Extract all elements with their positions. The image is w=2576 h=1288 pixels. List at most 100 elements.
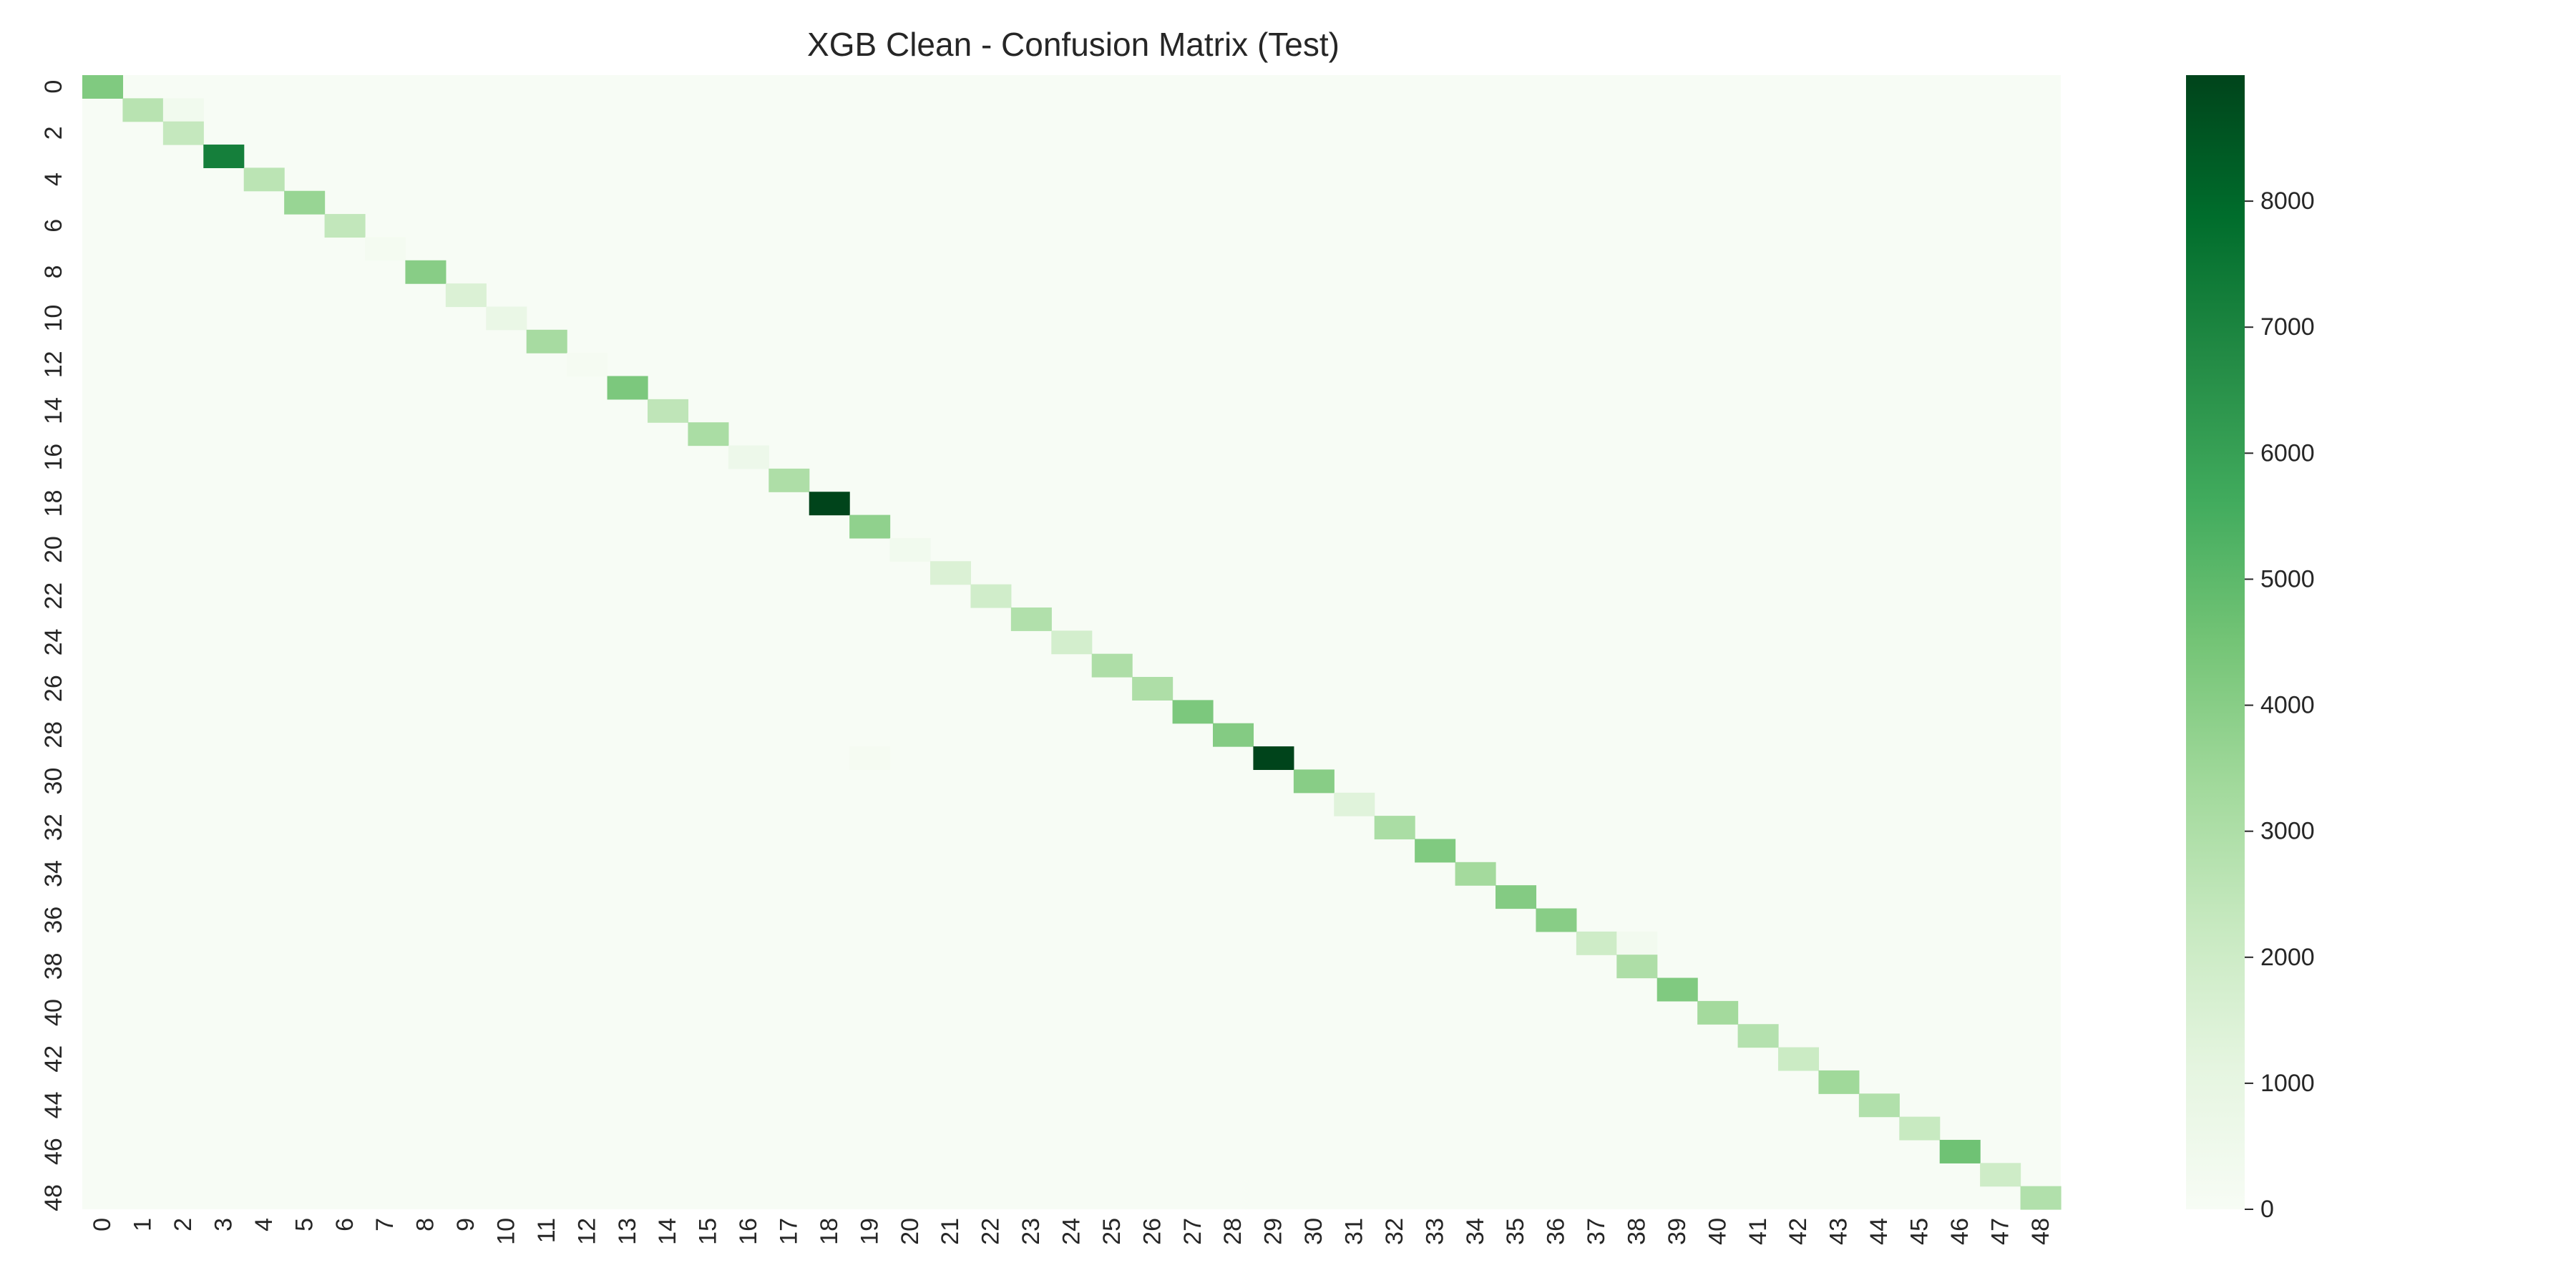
y-tick-label: 2 — [40, 126, 67, 140]
heatmap-cell — [849, 514, 891, 539]
y-tick-label: 6 — [40, 219, 67, 233]
chart-title: XGB Clean - Confusion Matrix (Test) — [807, 26, 1340, 63]
heatmap-cell — [1818, 1070, 1860, 1094]
heatmap-cell — [2020, 1186, 2062, 1210]
y-tick-label: 24 — [40, 629, 67, 656]
heatmap-cell — [1253, 746, 1294, 771]
heatmap-cell — [1697, 1000, 1739, 1025]
heatmap-cell — [1374, 816, 1415, 840]
y-tick-label: 10 — [40, 305, 67, 332]
heatmap-cell — [1172, 700, 1214, 724]
heatmap-cell — [1051, 630, 1093, 655]
heatmap-cell — [1010, 607, 1052, 631]
x-tick-label: 31 — [1341, 1218, 1368, 1245]
y-tick-label: 46 — [40, 1138, 67, 1165]
x-tick-label: 3 — [210, 1218, 238, 1231]
heatmap-cell — [445, 283, 487, 308]
y-tick-label: 48 — [40, 1184, 67, 1211]
colorbar-tick-label: 0 — [2260, 1196, 2274, 1223]
colorbar-tick-label: 3000 — [2260, 818, 2315, 845]
colorbar-tick-label: 2000 — [2260, 944, 2315, 971]
y-tick-label: 4 — [40, 172, 67, 186]
heatmap-cell — [809, 492, 850, 516]
heatmap-cell — [284, 190, 326, 215]
y-tick-label: 34 — [40, 860, 67, 887]
x-tick-label: 16 — [735, 1218, 762, 1245]
x-tick-label: 13 — [614, 1218, 641, 1245]
y-tick-label: 18 — [40, 490, 67, 517]
x-tick-label: 46 — [1946, 1218, 1974, 1245]
x-axis-ticks: 0 1 2 3 4 5 6 7 8 9 10 11 12 13 14 15 16 17 18 19 20 21 22 23 24… — [89, 1218, 2054, 1245]
heatmap-cell — [1536, 908, 1577, 932]
y-tick-label: 0 — [40, 80, 67, 94]
heatmap-cell — [849, 746, 891, 771]
colorbar-tick-label: 4000 — [2260, 692, 2315, 719]
x-tick-label: 44 — [1865, 1218, 1893, 1245]
x-tick-label: 33 — [1421, 1218, 1448, 1245]
heatmap-cell — [1939, 1139, 1981, 1163]
y-tick-label: 32 — [40, 814, 67, 841]
heatmap-cell — [324, 214, 366, 238]
y-axis-ticks: 0246810121416182022242628303234363840424… — [40, 80, 67, 1211]
heatmap-cell — [1576, 931, 1617, 955]
heatmap-cell — [1455, 862, 1496, 886]
heatmap-cell — [1091, 653, 1133, 678]
colorbar-tick-label: 5000 — [2260, 565, 2315, 592]
heatmap-cell — [486, 306, 527, 331]
x-tick-label: 26 — [1138, 1218, 1166, 1245]
colorbar-tick-label: 6000 — [2260, 439, 2315, 467]
x-tick-label: 19 — [856, 1218, 883, 1245]
heatmap-cell — [1778, 1047, 1820, 1071]
heatmap-cell — [122, 98, 164, 122]
heatmap-cell — [1496, 885, 1537, 909]
colorbar-tick-label: 1000 — [2260, 1070, 2315, 1097]
heatmap-cell — [1899, 1116, 1941, 1141]
x-tick-label: 36 — [1543, 1218, 1570, 1245]
heatmap-cell — [1980, 1163, 2021, 1187]
colorbar: 0 1000 2000 3000 4000 5000 6000 7000 8000 — [2186, 75, 2315, 1223]
x-tick-label: 20 — [897, 1218, 924, 1245]
y-tick-label: 16 — [40, 444, 67, 471]
y-tick-label: 20 — [40, 536, 67, 563]
heatmap-cell — [203, 145, 245, 168]
x-tick-label: 24 — [1058, 1218, 1085, 1245]
x-tick-label: 47 — [1986, 1218, 2014, 1245]
heatmap-cell — [728, 445, 769, 469]
heatmap-cell — [970, 584, 1012, 608]
heatmap-cell — [1737, 1024, 1779, 1048]
x-tick-label: 43 — [1825, 1218, 1853, 1245]
x-tick-label: 17 — [776, 1218, 803, 1245]
heatmap-cell — [607, 376, 648, 400]
heatmap-cells — [82, 75, 2062, 1210]
x-tick-label: 25 — [1098, 1218, 1126, 1245]
x-tick-label: 48 — [2027, 1218, 2054, 1245]
heatmap-cell — [243, 167, 285, 192]
x-tick-label: 1 — [130, 1218, 157, 1231]
heatmap-cell — [1213, 723, 1254, 747]
x-tick-label: 18 — [816, 1218, 843, 1245]
y-tick-label: 28 — [40, 721, 67, 748]
x-tick-label: 27 — [1179, 1218, 1206, 1245]
x-tick-label: 15 — [695, 1218, 722, 1245]
y-tick-label: 38 — [40, 952, 67, 980]
x-tick-label: 29 — [1260, 1218, 1287, 1245]
heatmap-cell — [1293, 769, 1335, 794]
x-tick-label: 41 — [1745, 1218, 1772, 1245]
heatmap-cell — [526, 329, 567, 353]
x-tick-label: 0 — [89, 1218, 116, 1231]
heatmap-cell — [82, 75, 124, 99]
y-tick-label: 22 — [40, 582, 67, 610]
heatmap-cell — [1415, 839, 1456, 863]
heatmap-cell — [930, 561, 972, 585]
x-tick-label: 22 — [977, 1218, 1005, 1245]
x-tick-label: 12 — [573, 1218, 600, 1245]
heatmap-cell — [1616, 955, 1658, 979]
x-tick-label: 5 — [291, 1218, 318, 1231]
y-tick-label: 14 — [40, 397, 67, 424]
y-tick-label: 30 — [40, 768, 67, 795]
y-tick-label: 26 — [40, 675, 67, 702]
heatmap-cell — [1657, 977, 1698, 1002]
x-tick-label: 45 — [1906, 1218, 1933, 1245]
y-tick-label: 40 — [40, 999, 67, 1026]
